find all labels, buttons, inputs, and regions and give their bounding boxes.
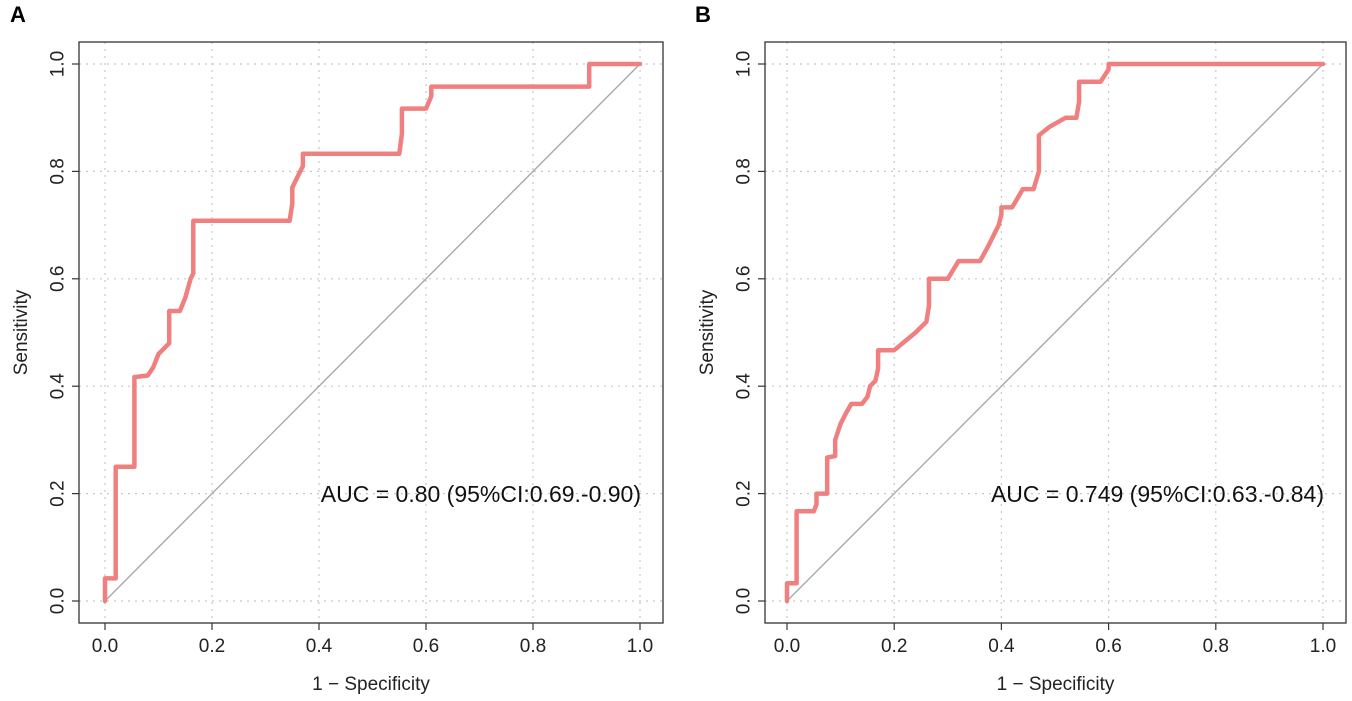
y-axis-title-a: Sensitivity <box>11 289 32 375</box>
x-tick-label-a: 0.2 <box>199 636 225 657</box>
roc-curve-a <box>102 61 643 604</box>
x-tick-label-b: 1.0 <box>1310 636 1336 657</box>
x-tick-label-b: 0.6 <box>1095 636 1121 657</box>
y-tick-label-a: 0.2 <box>48 480 69 506</box>
roc-panel-a: A 0.0 0.2 0.4 0.6 0.8 1.0 0.0 0.2 0.4 0.6 0.8 1.0 1… <box>10 2 664 695</box>
x-tick-label-a: 0.6 <box>413 636 439 657</box>
plot-frame-b <box>764 41 1347 624</box>
x-tick-label-a: 0.8 <box>520 636 546 657</box>
y-tick-label-a: 0.8 <box>48 158 69 184</box>
panel-label-a: A <box>10 2 26 27</box>
x-tick-label-a: 1.0 <box>627 636 653 657</box>
auc-annotation-b: AUC = 0.749 (95%CI:0.63.-0.84) <box>991 481 1324 507</box>
y-tick-label-b: 0.4 <box>734 373 755 400</box>
roc-panel-b: B 0.0 0.2 0.4 0.6 0.8 1.0 0.0 0.2 0.4 0.6 0.8 1.0 1… <box>695 2 1347 695</box>
auc-annotation-a: AUC = 0.80 (95%CI:0.69.-0.90) <box>321 481 641 507</box>
y-tick-label-b: 1.0 <box>734 51 755 77</box>
roc-curve-b <box>784 61 1326 604</box>
reference-diagonal-a <box>104 63 641 602</box>
plot-frame-a <box>78 41 664 624</box>
axis-ticks-a: 0.0 0.2 0.4 0.6 0.8 1.0 0.0 0.2 0.4 0.6 0.8 1.0 <box>48 51 654 657</box>
reference-diagonal-b <box>786 63 1324 602</box>
y-tick-label-b: 0.8 <box>734 158 755 184</box>
panel-label-b: B <box>695 2 711 27</box>
y-axis-title-b: Sensitivity <box>697 289 718 375</box>
grid-a <box>79 42 663 623</box>
y-tick-label-a: 0.0 <box>48 588 69 614</box>
x-tick-label-b: 0.4 <box>988 636 1015 657</box>
x-tick-label-b: 0.0 <box>774 636 800 657</box>
x-tick-label-a: 0.4 <box>306 636 333 657</box>
x-tick-label-b: 0.8 <box>1203 636 1229 657</box>
axis-ticks-b: 0.0 0.2 0.4 0.6 0.8 1.0 0.0 0.2 0.4 0.6 0.8 1.0 <box>734 51 1337 657</box>
y-tick-label-a: 0.4 <box>48 373 69 400</box>
y-tick-label-b: 0.6 <box>734 266 755 292</box>
x-axis-title-a: 1 − Specificity <box>312 674 430 695</box>
y-tick-label-b: 0.0 <box>734 588 755 614</box>
y-tick-label-a: 1.0 <box>48 51 69 77</box>
x-axis-title-b: 1 − Specificity <box>997 674 1115 695</box>
x-tick-label-a: 0.0 <box>92 636 118 657</box>
y-tick-label-b: 0.2 <box>734 480 755 506</box>
y-tick-label-a: 0.6 <box>48 266 69 292</box>
x-tick-label-b: 0.2 <box>881 636 907 657</box>
